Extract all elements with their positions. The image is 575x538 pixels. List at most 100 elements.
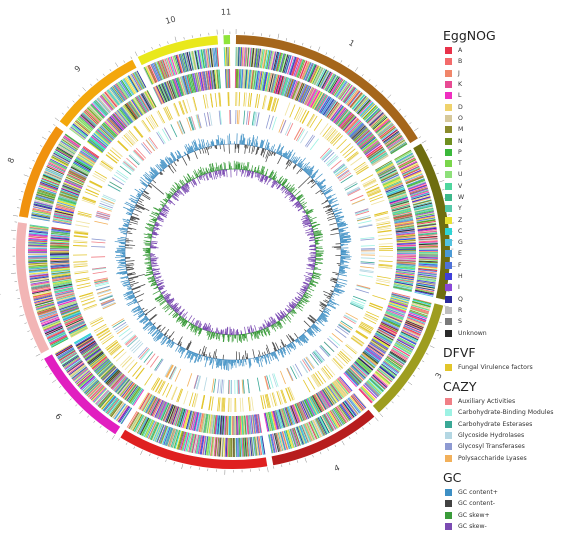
dfvf-mark: [285, 102, 290, 115]
legend-swatch: [445, 47, 452, 54]
gc-content-bar: [311, 183, 316, 187]
gc-skew-bar: [211, 330, 212, 332]
tick-mark: [115, 63, 118, 67]
gc-content-bar: [265, 139, 268, 148]
dfvf-mark: [379, 246, 393, 247]
cazy-mark: [248, 111, 250, 125]
gc-content-bar: [117, 267, 126, 268]
cazy-mark: [149, 137, 157, 148]
cazy-mark: [244, 110, 245, 124]
dfvf-mark: [136, 368, 145, 379]
gc-content-bar: [153, 180, 156, 183]
cazy-mark: [348, 189, 361, 195]
gc-skew-bar: [258, 170, 259, 173]
eggnog-gene-mark: [419, 257, 438, 258]
tick-mark: [70, 399, 72, 401]
gc-content-bar: [267, 345, 270, 354]
cazy-mark: [257, 378, 260, 392]
cazy-mark: [223, 380, 224, 394]
gc-skew-bar: [215, 167, 216, 171]
tick-mark: [182, 464, 183, 469]
gc-skew-bar: [151, 237, 156, 238]
gc-content-bar: [266, 150, 269, 158]
gc-content-bar: [119, 269, 126, 270]
gc-content-bar: [126, 240, 133, 241]
gc-skew-bar: [221, 164, 222, 170]
dfvf-mark: [74, 266, 88, 267]
gc-skew-bar: [246, 334, 247, 342]
gc-skew-bar: [218, 167, 219, 170]
gc-content-bar: [123, 221, 129, 223]
cazy-mark: [246, 111, 247, 125]
legend-label: V: [458, 183, 462, 190]
tick-mark: [286, 38, 287, 40]
gc-skew-bar: [284, 318, 286, 321]
cazy-mark: [361, 246, 375, 247]
legend-swatch: [445, 183, 452, 190]
tick-mark: [422, 141, 426, 143]
gc-skew-bar: [255, 325, 257, 331]
eggnog-gene-mark: [228, 69, 229, 88]
tick-mark: [267, 467, 268, 472]
cazy-mark: [239, 110, 240, 124]
tick-mark: [433, 338, 435, 339]
gc-content-bar: [121, 232, 127, 233]
tick-mark: [362, 74, 363, 76]
legend-item-eggnog-2: J: [442, 68, 575, 79]
gc-content-bar: [327, 216, 335, 219]
gc-content-bar: [339, 227, 349, 229]
gc-skew-bar: [303, 282, 309, 285]
tick-mark: [42, 137, 46, 140]
gc-skew-bar: [183, 176, 187, 183]
tick-mark: [17, 208, 19, 209]
gc-skew-bar: [170, 304, 171, 305]
cazy-mark: [207, 112, 210, 126]
gc-content-bar: [134, 209, 142, 212]
gc-skew-bar: [151, 241, 158, 242]
gc-content-bar: [138, 200, 142, 202]
tick-mark: [40, 145, 42, 146]
gc-content-bar: [245, 351, 246, 360]
dfvf-mark: [320, 123, 328, 134]
gc-skew-bar: [150, 258, 158, 259]
gc-content-bar: [187, 341, 191, 350]
legend-swatch: [445, 126, 452, 133]
gc-content-bar: [263, 356, 264, 359]
gc-content-bar: [130, 282, 138, 285]
gc-skew-bar: [154, 276, 156, 277]
tick-mark: [175, 37, 176, 42]
legend-item-eggnog-12: V: [442, 181, 575, 192]
tick-mark: [326, 52, 327, 54]
gc-content-bar: [127, 233, 133, 234]
dfvf-mark: [248, 93, 249, 107]
tick-mark: [21, 191, 23, 192]
dfvf-mark: [125, 360, 134, 370]
gc-content-bar: [320, 191, 322, 192]
gc-content-bar: [321, 193, 323, 194]
gc-skew-bar: [191, 177, 192, 179]
cazy-mark: [357, 217, 371, 220]
tick-mark: [437, 330, 439, 331]
tick-mark: [100, 426, 102, 428]
gc-content-bar: [130, 220, 138, 223]
dfvf-mark: [77, 283, 91, 286]
tick-mark: [55, 118, 59, 121]
cazy-mark: [141, 349, 150, 360]
eggnog-gene-mark: [225, 438, 226, 457]
gc-content-bar: [254, 146, 255, 152]
tick-mark: [413, 375, 415, 376]
dfvf-mark: [224, 398, 225, 412]
tick-mark: [375, 417, 378, 421]
dfvf-mark: [118, 141, 128, 151]
gc-content-bar: [326, 308, 331, 311]
gc-content-bar: [317, 320, 324, 326]
tick-mark: [404, 116, 406, 118]
tick-mark: [83, 87, 86, 91]
gc-skew-bar: [205, 171, 206, 173]
gc-content-bar: [304, 321, 311, 327]
tick-mark: [18, 298, 20, 299]
eggnog-track: [28, 47, 438, 457]
gc-skew-bar: [239, 163, 240, 170]
gc-skew-bar: [243, 163, 244, 170]
